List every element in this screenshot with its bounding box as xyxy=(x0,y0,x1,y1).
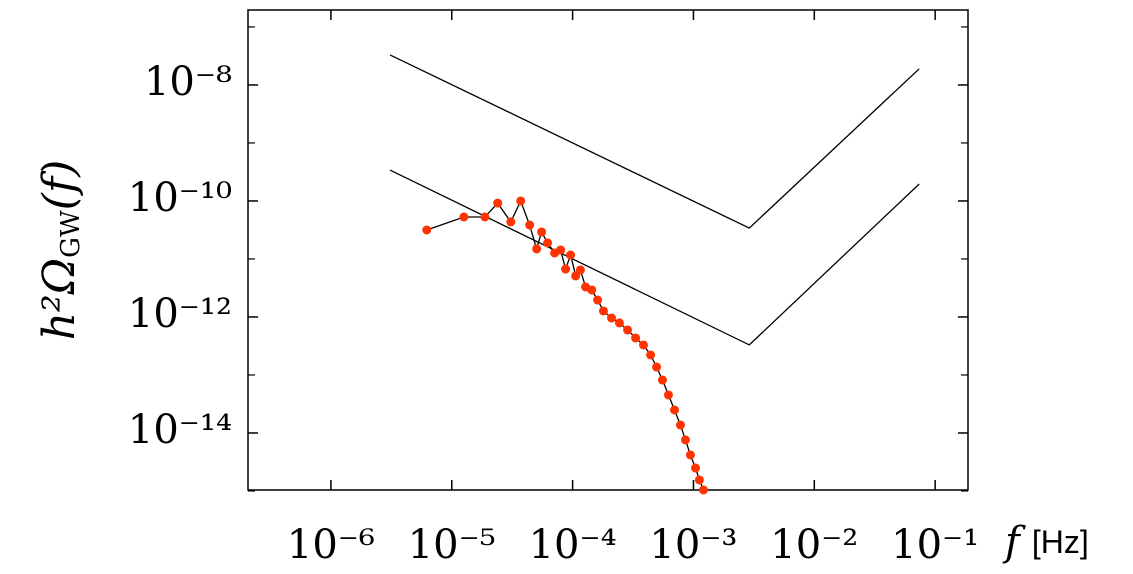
x-label-symbol: f xyxy=(1002,519,1026,565)
x-label-unit: [Hz] xyxy=(1032,524,1089,560)
data-point xyxy=(459,212,469,222)
data-point xyxy=(561,264,571,274)
data-point xyxy=(480,212,490,222)
y-tick-label: 10⁻¹⁰ xyxy=(128,175,232,221)
data-point xyxy=(638,340,648,350)
data-point xyxy=(532,244,542,254)
data-point xyxy=(556,245,566,255)
series-line xyxy=(389,54,920,229)
x-tick-label: 10⁻⁶ xyxy=(287,522,375,568)
data-point xyxy=(685,450,695,460)
data-point xyxy=(537,227,547,237)
data-point xyxy=(663,390,673,400)
y-label-suffix: (f) xyxy=(34,160,85,211)
data-point xyxy=(614,318,624,328)
y-axis-label: h²ΩGW(f) xyxy=(34,160,87,341)
data-point xyxy=(516,196,526,206)
data-point xyxy=(646,350,656,360)
data-point xyxy=(670,405,680,415)
data-point xyxy=(506,217,516,227)
data-point xyxy=(543,238,553,248)
data-point xyxy=(698,485,708,495)
y-label-main: h²Ω xyxy=(34,258,85,340)
data-point xyxy=(694,475,704,485)
data-point xyxy=(593,295,603,305)
series-line xyxy=(389,169,920,346)
data-point xyxy=(493,198,503,208)
data-point xyxy=(657,375,667,385)
y-tick-label: 10⁻¹² xyxy=(128,291,232,337)
data-point xyxy=(680,435,690,445)
x-tick-label: 10⁻¹ xyxy=(891,522,979,568)
x-axis-label: f [Hz] xyxy=(1002,519,1089,565)
data-point xyxy=(575,265,585,275)
x-tick-label: 10⁻⁴ xyxy=(529,522,617,568)
data-point xyxy=(598,306,608,316)
data-point xyxy=(587,285,597,295)
data-point xyxy=(566,250,576,260)
y-tick-label: 10⁻¹⁴ xyxy=(128,407,232,453)
data-point xyxy=(607,313,617,323)
data-point xyxy=(691,463,701,473)
y-tick-label: 10⁻⁸ xyxy=(144,59,232,105)
x-tick-label: 10⁻⁵ xyxy=(408,522,496,568)
data-point xyxy=(675,420,685,430)
x-tick-label: 10⁻² xyxy=(770,522,858,568)
plot-frame xyxy=(247,9,969,491)
data-point xyxy=(422,225,432,235)
data-point xyxy=(525,220,535,230)
y-label-sub: GW xyxy=(56,210,86,258)
series-line xyxy=(426,199,705,491)
data-point xyxy=(623,325,633,335)
data-point xyxy=(631,333,641,343)
x-tick-label: 10⁻³ xyxy=(649,522,737,568)
data-point xyxy=(652,362,662,372)
